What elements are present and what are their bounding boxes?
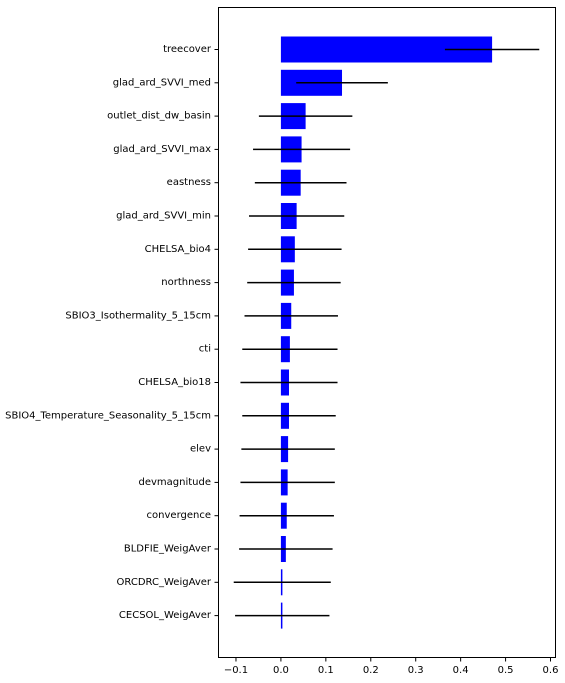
- y-tick-label-17: CECSOL_WeigAver: [119, 610, 212, 621]
- x-tick-label-5: 0.4: [453, 665, 469, 676]
- x-tick-label-2: 0.1: [318, 665, 334, 676]
- y-tick-label-12: elev: [190, 444, 211, 455]
- y-tick-label-14: convergence: [147, 510, 211, 521]
- y-tick-label-9: cti: [199, 344, 211, 355]
- y-tick-label-4: eastness: [167, 177, 211, 188]
- y-tick-label-10: CHELSA_bio18: [138, 377, 211, 388]
- x-tick-label-0: −0.1: [224, 665, 248, 676]
- x-tick-label-6: 0.5: [498, 665, 514, 676]
- y-tick-label-13: devmagnitude: [138, 477, 211, 488]
- errorbars-layer: [233, 48, 540, 617]
- y-tick-label-3: glad_ard_SVVI_max: [113, 144, 211, 155]
- x-tick-label-3: 0.2: [363, 665, 379, 676]
- plot-frame: [218, 7, 556, 658]
- y-tick-label-6: CHELSA_bio4: [145, 244, 211, 255]
- x-tick-label-4: 0.3: [408, 665, 424, 676]
- y-axis: treecover glad_ard_SVVI_med outlet_dist_dw…: [5, 44, 219, 621]
- y-tick-label-0: treecover: [163, 44, 212, 55]
- y-tick-label-2: outlet_dist_dw_basin: [107, 111, 211, 122]
- y-tick-label-1: glad_ard_SVVI_med: [113, 77, 211, 88]
- x-tick-label-1: 0.0: [273, 665, 289, 676]
- bars-layer: [280, 36, 493, 629]
- x-axis: −0.1 0.0 0.1 0.2 0.3 0.4 0.5 0.6: [224, 657, 559, 676]
- y-tick-label-7: northness: [161, 277, 211, 288]
- y-tick-label-8: SBIO3_Isothermality_5_15cm: [65, 310, 211, 321]
- x-tick-label-7: 0.6: [543, 665, 559, 676]
- y-tick-label-16: ORCDRC_WeigAver: [117, 577, 212, 588]
- y-tick-label-15: BLDFIE_WeigAver: [124, 544, 212, 555]
- y-tick-label-5: glad_ard_SVVI_min: [116, 211, 211, 222]
- y-tick-label-11: SBIO4_Temperature_Seasonality_5_15cm: [5, 410, 211, 421]
